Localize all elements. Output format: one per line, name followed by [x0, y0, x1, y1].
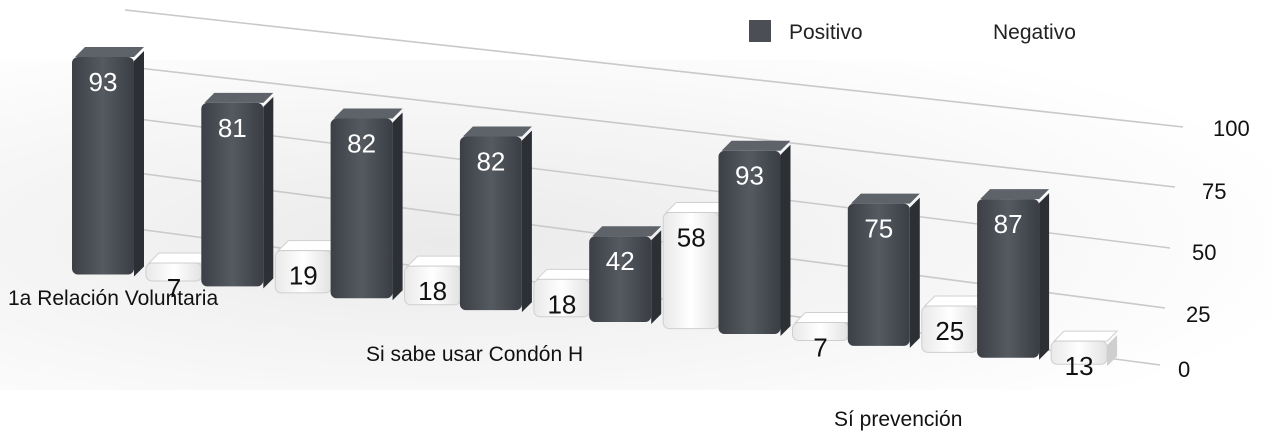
- bar-value-label: 13: [1065, 351, 1094, 381]
- bar-positivo: [847, 193, 920, 348]
- bar-value-label: 7: [167, 273, 181, 303]
- bar-value-label: 81: [218, 113, 247, 143]
- bar-value-label: 7: [813, 332, 827, 362]
- bar-value-label: 42: [606, 246, 635, 276]
- legend-label-positivo: Positivo: [789, 21, 863, 44]
- gridline: [124, 9, 1184, 128]
- y-tick-label: 100: [1213, 116, 1250, 141]
- category-label: Sí prevención: [834, 408, 962, 431]
- y-axis-ticks: 0 25 50 75 100: [1178, 116, 1250, 382]
- bar-value-label: 18: [418, 276, 447, 306]
- y-tick-label: 25: [1186, 302, 1210, 327]
- bar-negativo: [1050, 330, 1119, 367]
- y-tick-label: 50: [1192, 240, 1216, 265]
- gridline: [129, 66, 1176, 188]
- y-tick-label: 75: [1202, 179, 1226, 204]
- bar-value-label: 82: [476, 146, 505, 176]
- bar-positivo: [330, 108, 403, 301]
- category-label: 1a Relación Voluntaria: [8, 287, 218, 310]
- bar-positivo: [589, 226, 662, 325]
- bar-value-label: 25: [935, 316, 964, 346]
- legend: Positivo Negativo: [749, 20, 1076, 44]
- y-tick-label: 0: [1178, 357, 1190, 382]
- bar-value-label: 87: [994, 209, 1023, 239]
- bar-value-label: 82: [347, 129, 376, 159]
- legend-label-negativo: Negativo: [993, 21, 1076, 44]
- bar-value-label: 75: [864, 214, 893, 244]
- bar-positivo: [459, 126, 532, 313]
- bar-positivo: [977, 189, 1050, 360]
- bar-positivo: [201, 92, 274, 289]
- bar-positivo: [72, 46, 144, 277]
- category-label: Si sabe usar Condón H: [366, 343, 583, 366]
- bar-value-label: 18: [547, 289, 576, 319]
- bars: 93 7 81 19 82 18 82 18 42 58 93 7 75 25 87 13: [72, 46, 1119, 381]
- bar-value-label: 19: [289, 261, 318, 291]
- category-labels: 1a Relación Voluntaria Si sabe usar Condó…: [8, 287, 962, 431]
- legend-swatch-positivo: [749, 20, 771, 42]
- bar-value-label: 93: [735, 161, 764, 191]
- bar-positivo: [718, 140, 791, 336]
- bar-value-label: 93: [89, 67, 118, 97]
- bar-value-label: 58: [677, 222, 706, 252]
